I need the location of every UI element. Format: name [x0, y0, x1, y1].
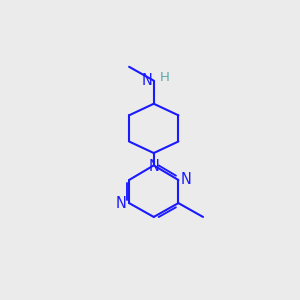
Text: H: H: [160, 71, 170, 84]
Text: N: N: [181, 172, 192, 188]
Text: N: N: [141, 73, 152, 88]
Text: N: N: [148, 159, 159, 174]
Text: N: N: [116, 196, 127, 211]
